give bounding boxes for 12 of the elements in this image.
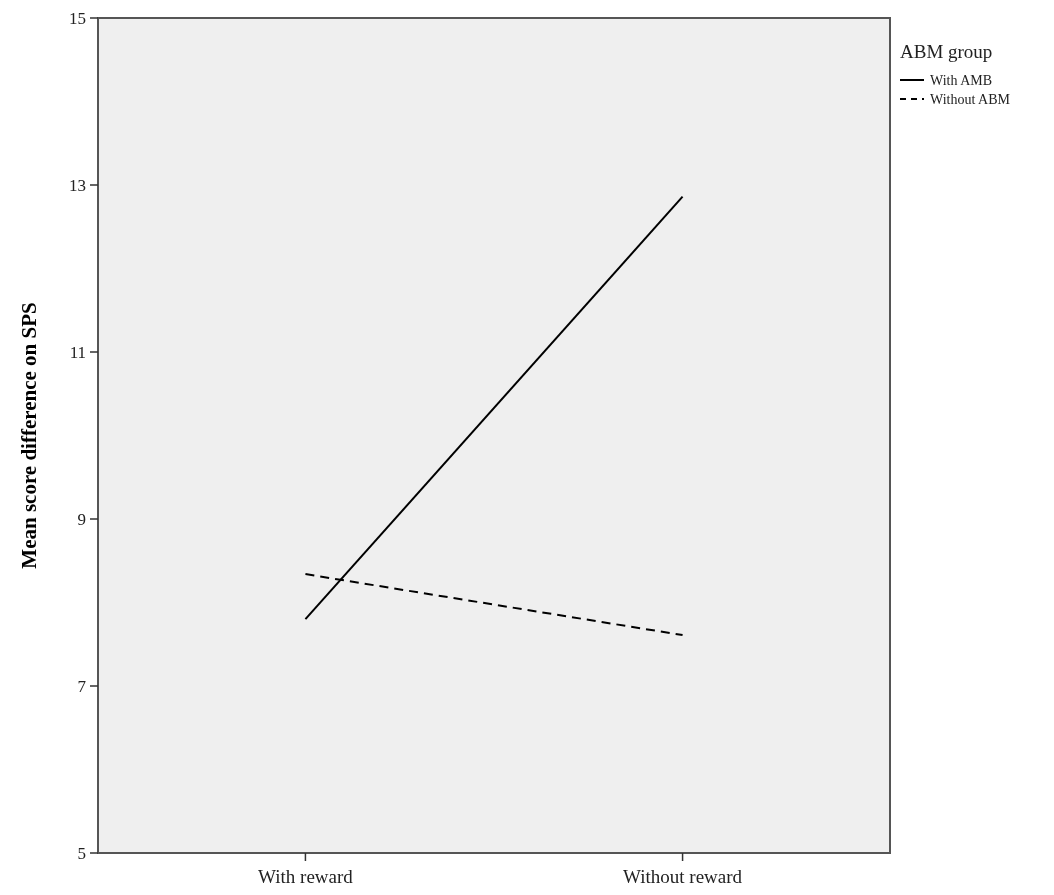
y-tick-label: 11 [69, 342, 86, 362]
y-axis-title: Mean score difference on SPS [17, 302, 41, 569]
legend-title: ABM group [900, 41, 993, 62]
y-tick-label: 5 [77, 843, 86, 863]
x-tick-label: With reward [258, 866, 354, 887]
x-tick-label: Without reward [623, 866, 743, 887]
legend-label: With AMB [930, 72, 993, 88]
y-tick-label: 7 [77, 676, 87, 696]
y-tick-label: 13 [69, 175, 86, 195]
y-tick-label: 9 [77, 509, 86, 529]
y-tick-label: 15 [69, 8, 86, 28]
legend-label: Without ABM [930, 91, 1011, 107]
